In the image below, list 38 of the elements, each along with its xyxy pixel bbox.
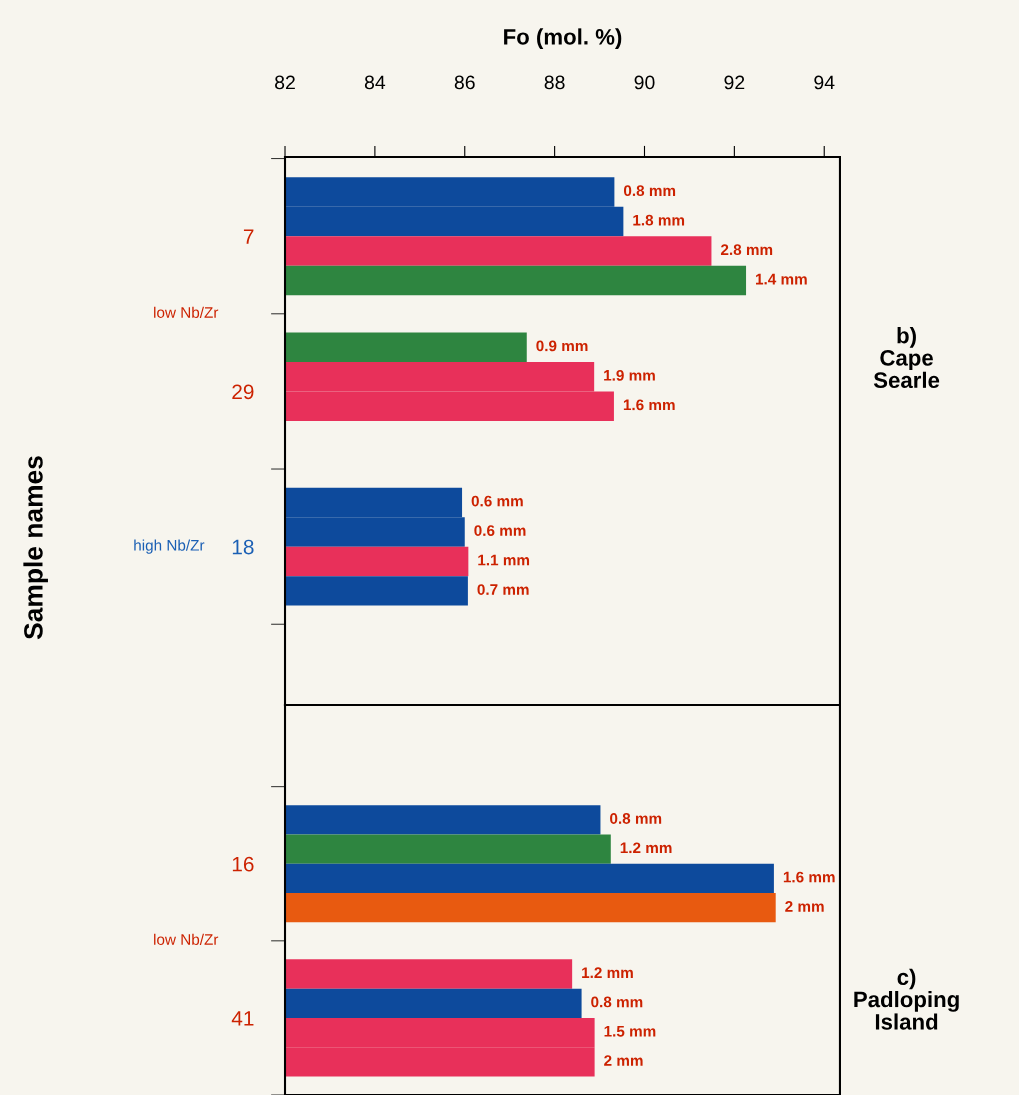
text: high Nb/Zr xyxy=(134,539,205,554)
x-tick-label: 82 xyxy=(275,75,295,90)
annotation: 1.2 mm xyxy=(582,967,633,978)
annotation: 1.9 mm xyxy=(604,369,655,381)
annotation: 1.4 mm xyxy=(756,273,807,285)
annotation: 0.6 mm xyxy=(471,495,523,507)
text: low Nb/Zr xyxy=(154,933,219,945)
y-axis-title: Sample names xyxy=(23,456,48,640)
x-tick-label: 94 xyxy=(814,75,835,90)
annotation: 1.8 mm xyxy=(633,214,685,226)
x-tick-label: 88 xyxy=(544,75,565,90)
y-tick-label: 29 xyxy=(232,384,254,400)
y-tick-label: 16 xyxy=(232,856,254,872)
x-tick-label: 86 xyxy=(454,75,475,90)
annotation: 1.2 mm xyxy=(620,842,672,854)
annotation: 1.5 mm xyxy=(604,1026,656,1037)
annotation: 2 mm xyxy=(604,1055,643,1066)
x-tick-label: 90 xyxy=(634,75,655,90)
annotation: 2.8 mm xyxy=(720,244,773,256)
text: c) Padloping Island xyxy=(854,968,959,1030)
text: low Nb/Zr xyxy=(154,306,219,318)
x-tick-label: 84 xyxy=(364,75,386,90)
x-tick-label: 92 xyxy=(724,75,745,90)
annotation: 1.6 mm xyxy=(783,871,835,883)
x-axis-title: Fo (mol. %) xyxy=(504,28,622,50)
annotation: 0.8 mm xyxy=(591,996,643,1008)
annotation: 1.1 mm xyxy=(478,554,530,566)
annotation: 2 mm xyxy=(785,900,824,912)
y-tick-label: 41 xyxy=(231,1011,254,1026)
annotation: 0.9 mm xyxy=(536,340,588,352)
annotation: 0.8 mm xyxy=(610,813,662,824)
y-tick-label: 18 xyxy=(232,539,254,555)
text: b) Cape Searle xyxy=(873,327,940,389)
annotation: 1.6 mm xyxy=(623,399,675,411)
annotation: 0.8 mm xyxy=(623,185,676,197)
annotation: 0.6 mm xyxy=(474,525,526,536)
y-tick-label: 7 xyxy=(243,229,254,244)
annotation: 0.7 mm xyxy=(477,584,529,595)
